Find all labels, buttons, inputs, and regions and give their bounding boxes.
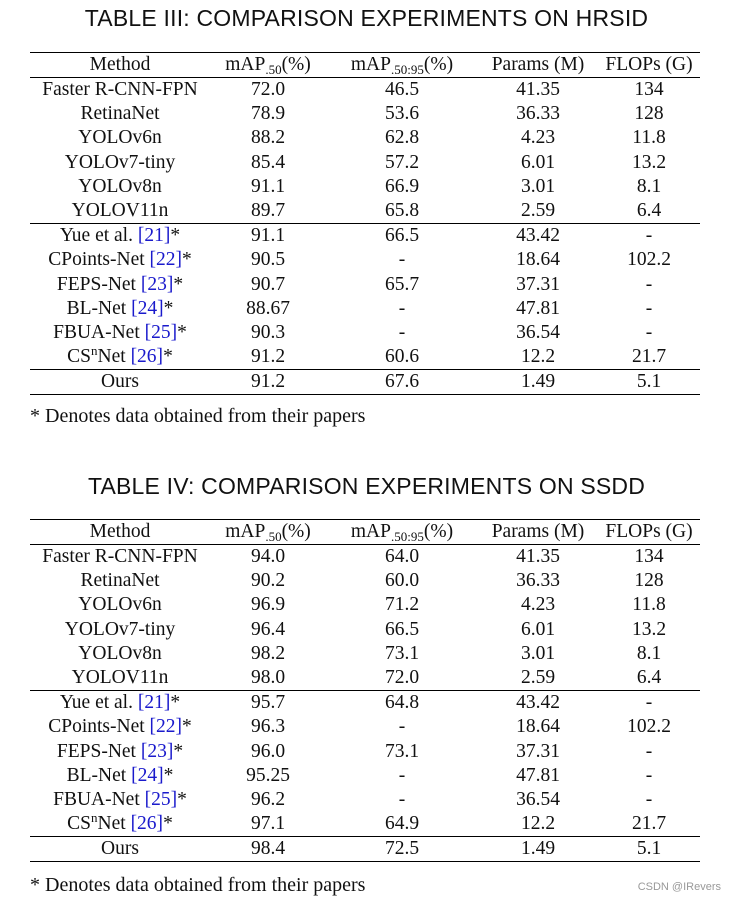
- table-row: RetinaNet 90.2 60.0 36.33 128: [80, 570, 664, 592]
- header-map50: mAP.50(%): [210, 519, 326, 545]
- header-flops: FLOPs (G): [598, 519, 700, 545]
- citation-link[interactable]: [26]: [130, 345, 164, 367]
- footnote: * Denotes data obtained from their paper…: [30, 405, 366, 427]
- watermark: CSDN @IRevers: [637, 881, 721, 893]
- table-row: BL-Net [24]* 95.25-47.81-: [66, 764, 653, 786]
- table-row: Faster R-CNN-FPN 72.0 46.5 41.35 134: [42, 79, 664, 101]
- table-row: YOLOv8n 91.1 66.9 3.01 8.1: [78, 175, 662, 197]
- table-row: FEPS-Net [23]* 96.0 73.1 37.31-: [56, 740, 653, 762]
- comparison-table-ssdd: Method mAP.50(%) mAP.50:95(%) Params (M)…: [30, 519, 700, 863]
- citation-link[interactable]: [21]: [137, 692, 171, 714]
- table-row: FEPS-Net [23]* 90.7 65.7 37.31-: [56, 273, 653, 295]
- table-header-row: Method mAP.50(%) mAP.50:95(%) Params (M)…: [30, 519, 700, 545]
- table-row: BL-Net [24]* 88.67-47.81-: [66, 297, 653, 319]
- table-row: YOLOV11n 89.7 65.8 2.59 6.4: [71, 200, 662, 222]
- table-row: YOLOv7-tiny 85.4 57.2 6.01 13.2: [64, 151, 667, 173]
- table-row: CSnNet [26]* 97.1 64.9 12.2 21.7: [67, 809, 667, 835]
- table-row-ours: Ours 98.4 72.5 1.49 5.1: [30, 836, 700, 863]
- header-map5095: mAP.50:95(%): [326, 52, 478, 78]
- table-row-ours: Ours 91.2 67.6 1.49 5.1: [30, 369, 700, 396]
- table-row: RetinaNet 78.9 53.6 36.33 128: [80, 103, 664, 125]
- citation-link[interactable]: [22]: [149, 249, 183, 271]
- header-map5095: mAP.50:95(%): [326, 519, 478, 545]
- table-row: CSnNet [26]* 91.2 60.6 12.2 21.7: [67, 342, 667, 368]
- citation-link[interactable]: [21]: [137, 225, 171, 247]
- comparison-table-hrsid: Method mAP.50(%) mAP.50:95(%) Params (M)…: [30, 52, 700, 396]
- citation-link[interactable]: [24]: [131, 764, 164, 786]
- table-row: Yue et al. [21]* 95.7 64.8 43.42-: [30, 690, 700, 716]
- table-row: CPoints-Net [22]* 96.3-18.64 102.2: [48, 716, 671, 738]
- table-caption: TABLE III: COMPARISON EXPERIMENTS ON HRS…: [84, 5, 649, 31]
- table-row: FBUA-Net [25]* 90.3-36.54-: [53, 321, 653, 343]
- header-method: Method: [30, 519, 210, 545]
- citation-link[interactable]: [25]: [144, 321, 178, 343]
- table-row: FBUA-Net [25]* 96.2-36.54-: [53, 788, 653, 810]
- footnote: * Denotes data obtained from their paper…: [30, 874, 366, 896]
- citation-link[interactable]: [25]: [144, 788, 178, 810]
- citation-link[interactable]: [26]: [130, 812, 164, 834]
- header-flops: FLOPs (G): [598, 52, 700, 78]
- table-header-row: Method mAP.50(%) mAP.50:95(%) Params (M)…: [30, 52, 700, 78]
- table-row: YOLOv7-tiny 96.4 66.5 6.01 13.2: [64, 618, 667, 640]
- table-row: YOLOv6n 96.9 71.2 4.23 11.8: [78, 594, 666, 616]
- citation-link[interactable]: [24]: [131, 297, 164, 319]
- citation-link[interactable]: [22]: [149, 716, 183, 738]
- table-row: YOLOv8n 98.2 73.1 3.01 8.1: [78, 642, 662, 664]
- table-row: CPoints-Net [22]* 90.5-18.64 102.2: [48, 249, 671, 271]
- citation-link[interactable]: [23]: [140, 740, 174, 762]
- table-row: YOLOv6n 88.2 62.8 4.23 11.8: [78, 127, 666, 149]
- header-params: Params (M): [478, 519, 598, 545]
- header-map50: mAP.50(%): [210, 52, 326, 78]
- citation-link[interactable]: [23]: [140, 273, 174, 295]
- table-caption: TABLE IV: COMPARISON EXPERIMENTS ON SSDD: [87, 473, 646, 499]
- table-row: YOLOV11n 98.0 72.0 2.59 6.4: [71, 667, 662, 689]
- table-row: Faster R-CNN-FPN 94.0 64.0 41.35 134: [42, 546, 664, 568]
- header-method: Method: [30, 52, 210, 78]
- header-params: Params (M): [478, 52, 598, 78]
- table-row: Yue et al. [21]* 91.1 66.5 43.42-: [30, 223, 700, 249]
